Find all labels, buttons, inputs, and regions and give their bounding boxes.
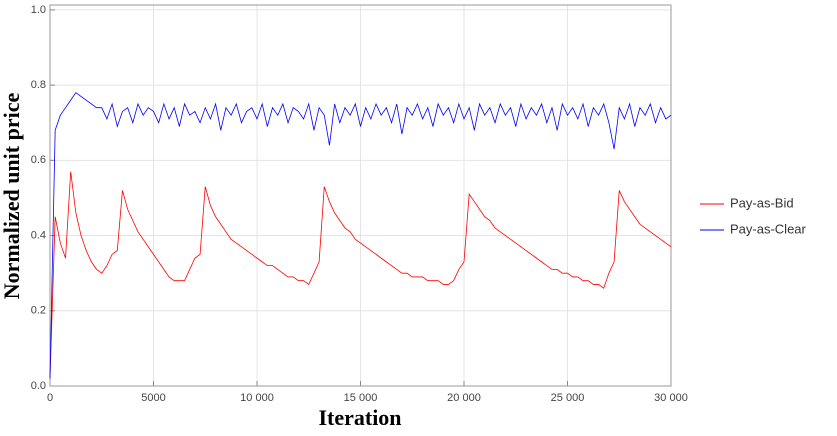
x-tick-label: 0 — [47, 392, 53, 404]
series-line — [49, 171, 672, 379]
x-axis-label: Iteration — [318, 405, 401, 430]
y-tick-label: 0.8 — [31, 79, 46, 91]
plot-frame — [49, 4, 672, 387]
y-tick-label: 0.4 — [31, 229, 46, 241]
series-line — [49, 92, 672, 379]
legend-label: Pay-as-Clear — [730, 221, 807, 236]
x-tick-label: 5000 — [141, 392, 165, 404]
y-tick-label: 0.0 — [31, 380, 46, 392]
y-tick-label: 0.2 — [31, 305, 46, 317]
x-tick-label: 30 000 — [654, 392, 688, 404]
y-tick-label: 0.6 — [31, 154, 46, 166]
x-tick-label: 10 000 — [240, 392, 274, 404]
x-tick-label: 15 000 — [344, 392, 378, 404]
x-tick-label: 20 000 — [447, 392, 481, 404]
legend-label: Pay-as-Bid — [730, 195, 794, 210]
y-tick-label: 1.0 — [31, 4, 46, 16]
x-tick-label: 25 000 — [551, 392, 585, 404]
y-axis-label: Normalized unit price — [0, 93, 24, 300]
